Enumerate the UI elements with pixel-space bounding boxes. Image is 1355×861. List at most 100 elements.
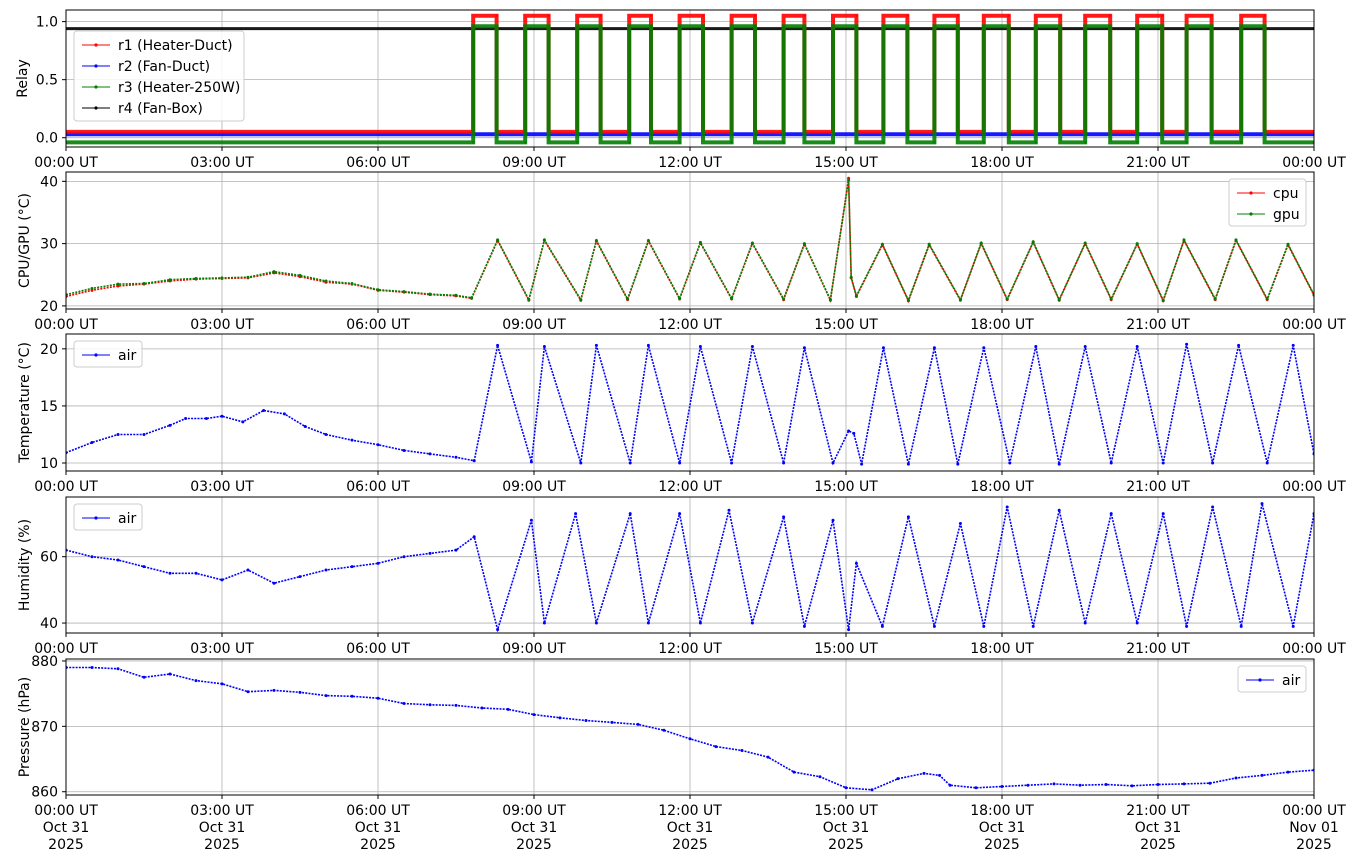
y-tick-label: 0.5 — [36, 73, 58, 89]
data-point — [428, 292, 432, 296]
data-point — [1211, 461, 1215, 465]
series-air — [66, 503, 1314, 633]
data-point — [1234, 776, 1238, 780]
data-point — [1108, 14, 1112, 18]
legend-marker — [1249, 212, 1253, 216]
data-point — [168, 672, 172, 676]
x-tick-label: 09:00 UT — [502, 317, 566, 333]
y-tick-label: 20 — [40, 299, 58, 315]
data-point — [142, 281, 146, 285]
data-point — [579, 461, 583, 465]
data-point — [1263, 14, 1266, 18]
data-point — [649, 14, 653, 18]
x-tick-label: 06:00 UT — [346, 479, 410, 495]
data-point — [782, 461, 786, 465]
data-point — [402, 290, 406, 294]
panel-4: 40 60 00:00 UT 03:00 UT 06:00 UT 09:00 UT 12:0… — [17, 496, 1346, 657]
data-point — [646, 239, 650, 242]
data-point — [1260, 773, 1264, 777]
data-point — [802, 346, 806, 350]
data-point — [646, 621, 650, 625]
data-point — [1078, 783, 1082, 787]
x-tick-label: 06:00 UT — [346, 803, 410, 819]
data-point — [472, 535, 476, 539]
data-point — [803, 25, 806, 28]
data-point — [880, 242, 884, 246]
data-point — [870, 788, 874, 792]
x-tick-label: 21:00 UT — [1126, 803, 1190, 819]
data-point — [1135, 242, 1139, 246]
data-point — [574, 512, 578, 516]
y-axis-label: Relay — [15, 59, 31, 97]
data-point — [1008, 461, 1012, 465]
x-date-label: Oct 31 — [355, 820, 401, 836]
data-point — [402, 448, 406, 452]
data-point — [1031, 624, 1035, 628]
legend-label: r3 (Heater-250W) — [118, 80, 240, 96]
x-year-label: 2025 — [984, 837, 1020, 853]
data-point — [933, 141, 936, 144]
data-point — [1109, 512, 1113, 516]
data-point — [142, 565, 146, 569]
data-point — [1291, 624, 1295, 628]
x-tick-label: 00:00 UT — [34, 155, 98, 171]
data-point — [496, 238, 500, 242]
data-point — [1108, 25, 1112, 28]
data-point — [1182, 238, 1186, 242]
data-point — [974, 786, 978, 790]
x-tick-label: 18:00 UT — [970, 479, 1034, 495]
data-point — [168, 423, 172, 427]
data-point — [880, 624, 884, 628]
data-point — [1135, 621, 1139, 625]
legend: air — [1237, 665, 1307, 693]
data-point — [1084, 141, 1087, 144]
data-point — [220, 276, 224, 280]
data-point — [496, 628, 500, 632]
data-point — [575, 141, 579, 144]
y-tick-label: 860 — [31, 785, 58, 801]
legend-label: r1 (Heater-Duct) — [118, 38, 233, 54]
data-point — [1059, 14, 1062, 18]
data-point — [698, 240, 702, 244]
data-point — [701, 14, 705, 18]
data-point — [194, 571, 198, 575]
data-point — [678, 141, 681, 144]
data-point — [1135, 345, 1139, 349]
data-point — [594, 343, 598, 347]
data-point — [831, 461, 835, 465]
data-point — [90, 286, 94, 290]
data-point — [1034, 345, 1038, 349]
data-point — [1185, 624, 1189, 628]
data-point — [454, 548, 458, 552]
data-point — [1083, 241, 1087, 245]
data-point — [282, 412, 286, 416]
data-point — [698, 621, 702, 625]
data-point — [116, 282, 120, 286]
data-point — [646, 343, 650, 347]
data-point — [1136, 141, 1139, 144]
data-point — [471, 141, 475, 144]
data-point — [979, 241, 983, 245]
x-tick-label: 06:00 UT — [346, 317, 410, 333]
data-point — [750, 345, 754, 349]
y-tick-label: 60 — [40, 550, 58, 566]
data-point — [1130, 784, 1134, 788]
series-air — [66, 666, 1314, 791]
data-point — [628, 461, 632, 465]
y-tick-label: 880 — [31, 654, 58, 670]
data-point — [298, 575, 302, 579]
data-point — [1182, 782, 1186, 786]
data-point — [496, 343, 500, 347]
data-point — [906, 462, 910, 466]
data-point — [262, 408, 266, 412]
x-tick-label: 18:00 UT — [970, 641, 1034, 657]
data-point — [1000, 785, 1004, 788]
data-point — [495, 14, 498, 18]
data-point — [948, 783, 952, 787]
x-tick-label: 06:00 UT — [346, 641, 410, 657]
data-point — [298, 273, 302, 277]
data-point — [470, 296, 474, 300]
legend-label: gpu — [1273, 207, 1300, 223]
data-point — [982, 141, 985, 144]
data-point — [730, 141, 733, 144]
